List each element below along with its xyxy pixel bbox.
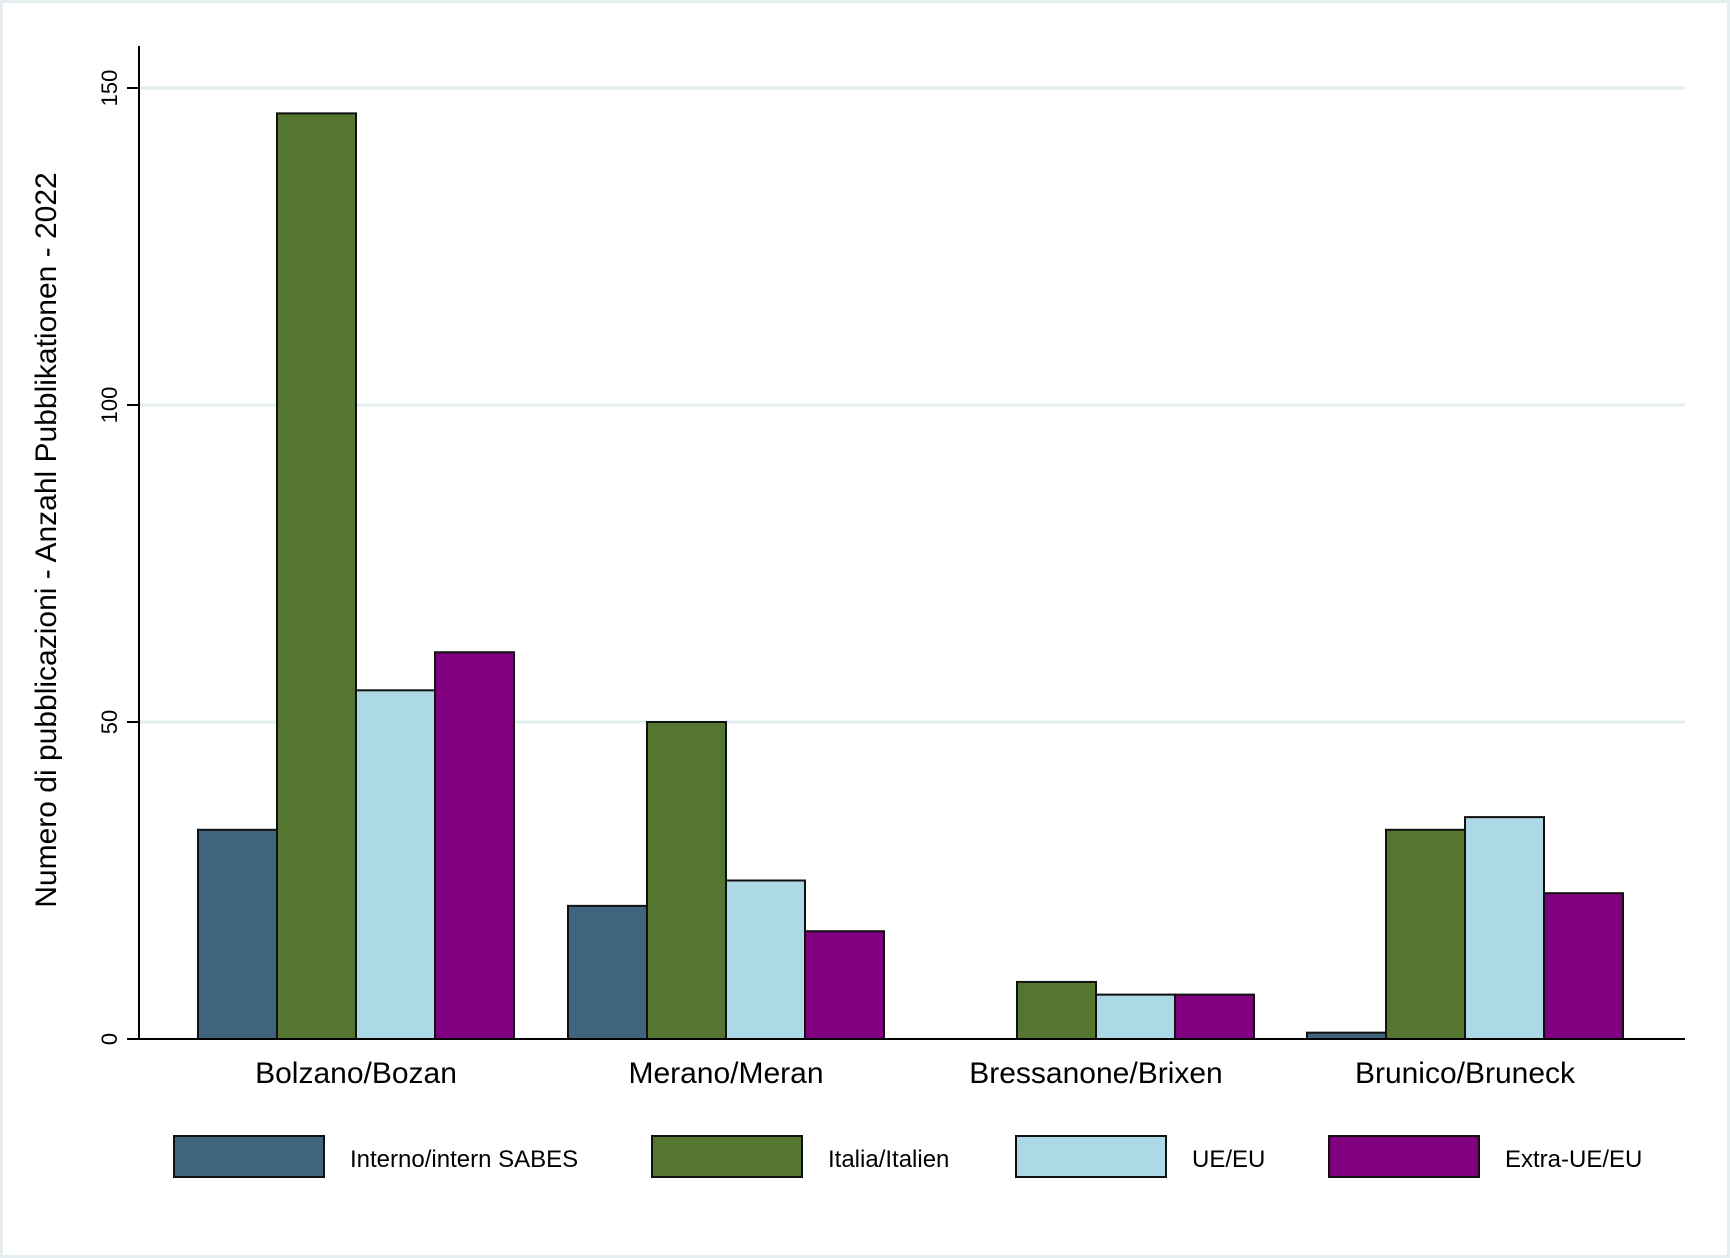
legend-swatch [173, 1135, 325, 1178]
y-tick-label: 0 [97, 1033, 122, 1045]
bar-0-0 [197, 828, 278, 1041]
bar-1-2 [725, 879, 806, 1040]
bar-1-3 [804, 930, 885, 1040]
legend-label: Interno/intern SABES [350, 1146, 578, 1173]
bar-1-1 [646, 721, 727, 1040]
legend-swatch [1328, 1135, 1480, 1178]
y-tick-label: 150 [97, 70, 122, 107]
legend-item: Interno/intern SABES [173, 1135, 578, 1178]
x-tick-label: Brunico/Bruneck [1355, 1057, 1576, 1090]
bar-3-3 [1543, 892, 1624, 1040]
y-axis-label: Numero di pubblicazioni - Anzahl Pubblik… [30, 172, 63, 907]
bar-3-1 [1385, 828, 1466, 1041]
bar-2-2 [1095, 993, 1176, 1040]
x-tick-label: Bolzano/Bozan [255, 1057, 457, 1090]
bar-0-3 [434, 651, 515, 1040]
legend-label: Italia/Italien [828, 1146, 949, 1173]
y-tick-label: 50 [97, 710, 122, 734]
bar-2-3 [1174, 993, 1255, 1040]
legend-swatch [1015, 1135, 1167, 1178]
x-tick-label: Merano/Meran [628, 1057, 823, 1090]
legend-item: Italia/Italien [651, 1135, 949, 1178]
legend-label: UE/EU [1192, 1146, 1265, 1173]
bar-3-2 [1464, 816, 1545, 1040]
bar-0-2 [355, 689, 436, 1040]
bar-0-1 [276, 112, 357, 1041]
bar-1-0 [567, 904, 648, 1040]
x-tick-label: Bressanone/Brixen [969, 1057, 1222, 1090]
legend-item: UE/EU [1015, 1135, 1265, 1178]
legend-item: Extra-UE/EU [1328, 1135, 1642, 1178]
y-tick-label: 100 [97, 387, 122, 424]
bar-2-1 [1016, 980, 1097, 1041]
legend-label: Extra-UE/EU [1505, 1146, 1642, 1173]
legend-swatch [651, 1135, 803, 1178]
